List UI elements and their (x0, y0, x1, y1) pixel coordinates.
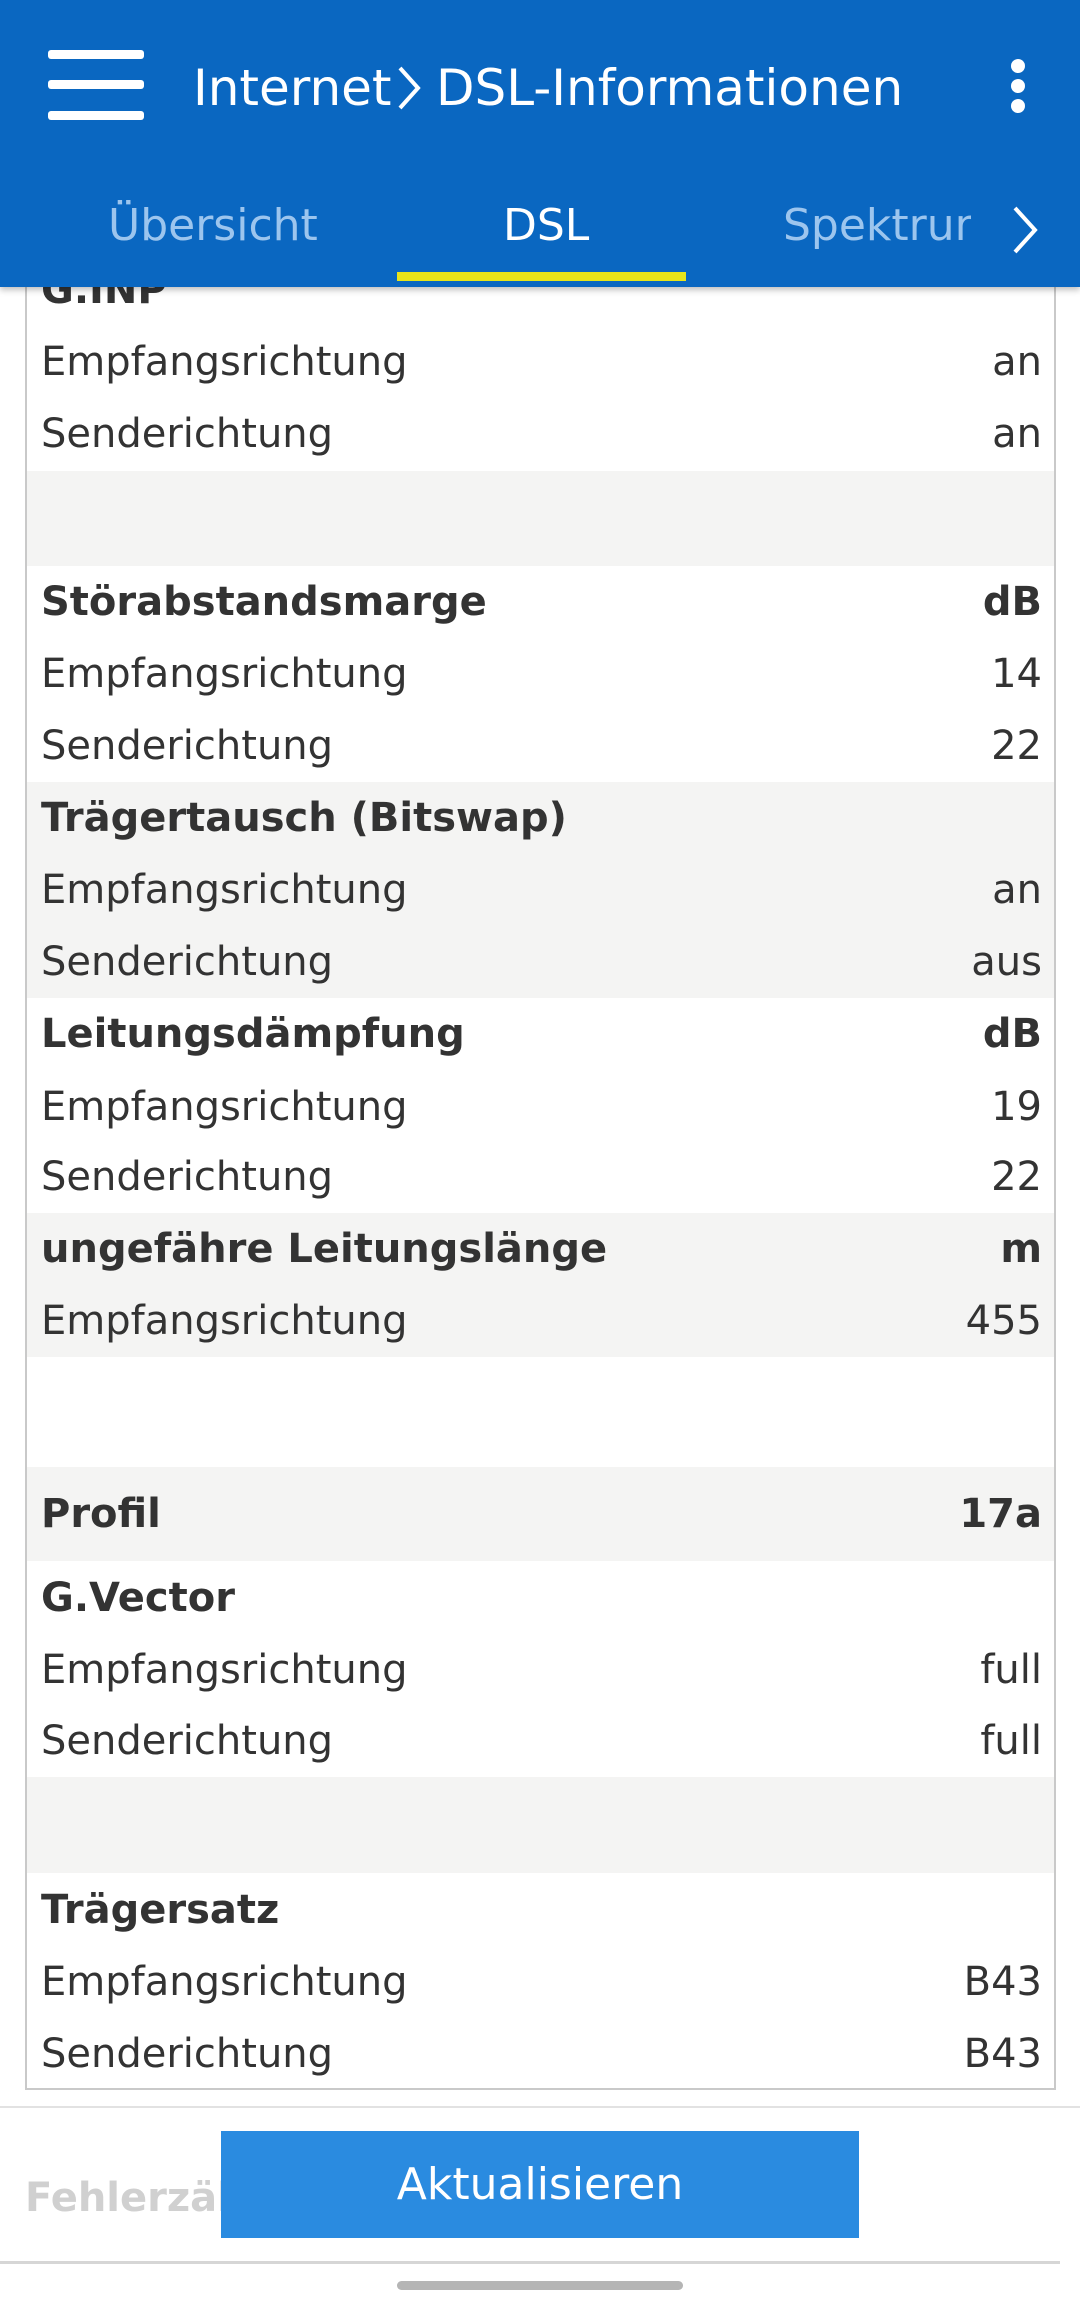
table-row: Empfangsrichtung B43 (27, 1946, 1054, 2018)
table-row: Senderichtung 22 (27, 710, 1054, 782)
row-label: G.Vector (41, 1575, 235, 1621)
row-label: Senderichtung (41, 1154, 334, 1200)
page-title: DSL-Informationen (436, 59, 904, 117)
row-value: full (980, 1647, 1042, 1693)
tab-active[interactable]: DSL (503, 200, 590, 251)
table-row: Empfangsrichtung an (27, 326, 1054, 398)
refresh-button[interactable]: Aktualisieren (221, 2131, 859, 2238)
row-value: m (1000, 1226, 1042, 1272)
table-row: Senderichtung full (27, 1705, 1054, 1777)
row-label: Senderichtung (41, 2031, 334, 2077)
breadcrumb-item[interactable]: Internet (193, 59, 392, 117)
row-label: ungefähre Leitungslänge (41, 1226, 608, 1272)
row-value: dB (982, 579, 1042, 625)
info-table: G.INP Empfangsrichtung an Senderichtung an St… (25, 200, 1056, 2090)
row-label: Empfangsrichtung (41, 867, 408, 913)
table-row: G.Vector (27, 1562, 1054, 1634)
row-label: Empfangsrichtung (41, 1647, 408, 1693)
row-label: Empfangsrichtung (41, 651, 408, 697)
table-row: Störabstandsmarge dB (27, 566, 1054, 638)
row-value: 22 (991, 723, 1042, 769)
row-label: Trägersatz (41, 1887, 280, 1933)
table-row: Senderichtung an (27, 398, 1054, 470)
table-row: Empfangsrichtung 455 (27, 1285, 1054, 1357)
row-value: an (992, 411, 1042, 457)
overflow-menu[interactable] (1004, 58, 1032, 114)
row-label: Empfangsrichtung (41, 1298, 408, 1344)
spacer (27, 1777, 1054, 1873)
row-label: Senderichtung (41, 723, 334, 769)
tab-scroll-right[interactable] (1010, 204, 1040, 256)
table-row: Senderichtung B43 (27, 2018, 1054, 2088)
row-value: 22 (991, 1154, 1042, 1200)
row-label: Senderichtung (41, 939, 334, 985)
row-value: an (992, 867, 1042, 913)
row-label: Senderichtung (41, 1718, 334, 1764)
tab-clip: Spektrum (783, 196, 971, 256)
table-row: Profil 17a (27, 1467, 1054, 1561)
home-indicator (397, 2281, 683, 2290)
table-row: Senderichtung aus (27, 926, 1054, 998)
table-row: Empfangsrichtung an (27, 854, 1054, 926)
section-label: Fehlerzäh (25, 2175, 246, 2221)
tab[interactable]: Spektrum (783, 200, 971, 251)
row-value: 455 (965, 1298, 1042, 1344)
table-row: ungefähre Leitungslänge m (27, 1213, 1054, 1285)
table-row: Empfangsrichtung full (27, 1634, 1054, 1706)
row-label: Empfangsrichtung (41, 1959, 408, 2005)
table-row: Empfangsrichtung 19 (27, 1071, 1054, 1143)
row-value: 17a (959, 1491, 1042, 1537)
row-value: an (992, 339, 1042, 385)
row-value: B43 (963, 1959, 1042, 2005)
row-value: aus (971, 939, 1042, 985)
tab-indicator (397, 272, 686, 281)
table-row: Senderichtung 22 (27, 1141, 1054, 1213)
table-row: Trägertausch (Bitswap) (27, 782, 1054, 854)
breadcrumb-separator (398, 66, 421, 110)
app-bar: Internet DSL-Informationen Übersicht DSL… (0, 0, 1080, 287)
row-value: full (980, 1718, 1042, 1764)
row-value: B43 (963, 2031, 1042, 2077)
table-row: Empfangsrichtung 14 (27, 638, 1054, 710)
row-value: 14 (991, 651, 1042, 697)
tab[interactable]: Übersicht (108, 200, 318, 251)
row-label: Leitungsdämpfung (41, 1011, 465, 1057)
row-label: Empfangsrichtung (41, 1084, 408, 1130)
spacer (27, 471, 1054, 566)
row-label: Profil (41, 1491, 161, 1537)
row-label: Trägertausch (Bitswap) (41, 795, 567, 841)
row-label: Empfangsrichtung (41, 339, 408, 385)
row-value: 19 (991, 1084, 1042, 1130)
table-row: Trägersatz (27, 1874, 1054, 1946)
divider (0, 2106, 1080, 2108)
menu-button[interactable] (48, 50, 144, 120)
row-value: dB (982, 1011, 1042, 1057)
row-label: Störabstandsmarge (41, 579, 487, 625)
divider (0, 2261, 1060, 2264)
table-row: Leitungsdämpfung dB (27, 998, 1054, 1070)
row-label: Senderichtung (41, 411, 334, 457)
